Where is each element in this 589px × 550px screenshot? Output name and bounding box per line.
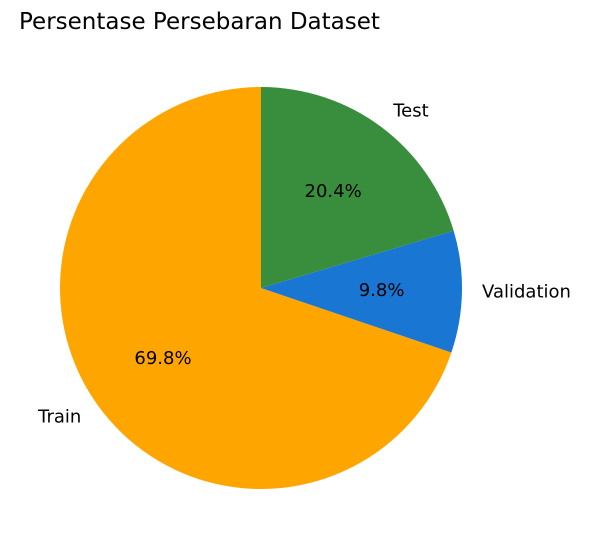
- chart-title: Persentase Persebaran Dataset: [19, 9, 380, 35]
- slice-label-train: Train: [37, 406, 81, 427]
- pct-label-test: 20.4%: [305, 181, 362, 202]
- slice-test: [261, 87, 454, 288]
- pct-label-validation: 9.8%: [359, 280, 405, 301]
- slice-train: [59, 87, 452, 489]
- pie-labels: 69.8% Train 9.8% Validation 20.4% Test: [37, 100, 571, 427]
- slice-label-validation: Validation: [482, 282, 571, 303]
- slice-label-test: Test: [392, 100, 428, 121]
- pie-slices: [59, 87, 462, 489]
- pct-label-train: 69.8%: [134, 348, 191, 369]
- slice-validation: [261, 230, 462, 353]
